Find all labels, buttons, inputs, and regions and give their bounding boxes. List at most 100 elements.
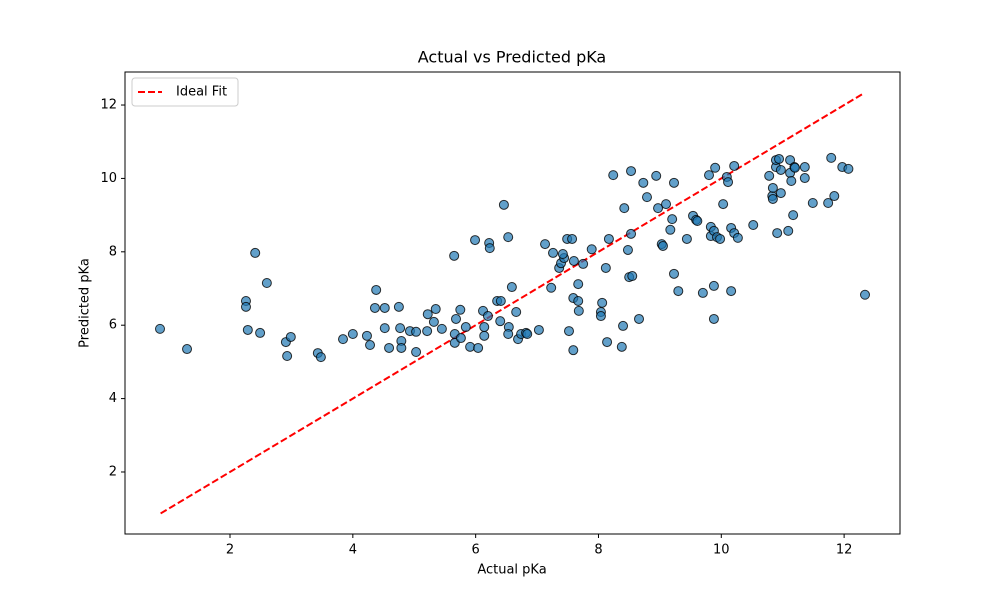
scatter-point: [371, 284, 382, 295]
scatter-point: [618, 320, 629, 331]
scatter-point: [788, 210, 799, 221]
scatter-point: [829, 191, 840, 202]
scatter-point: [859, 289, 870, 300]
scatter-point: [347, 329, 358, 340]
scatter-point: [667, 214, 678, 225]
scatter-point: [772, 228, 783, 239]
scatter-point: [479, 330, 490, 341]
scatter-point: [578, 258, 589, 269]
scatter-point: [826, 152, 837, 163]
scatter-point: [495, 316, 506, 327]
x-axis-label: Actual pKa: [477, 563, 546, 578]
scatter-point: [479, 322, 490, 333]
scatter-point: [653, 203, 664, 214]
scatter-point: [428, 316, 439, 327]
x-tick-label: 8: [594, 543, 602, 558]
scatter-point: [783, 225, 794, 236]
scatter-point: [436, 323, 447, 334]
scatter-point: [619, 203, 630, 214]
scatter-point: [669, 268, 680, 279]
scatter-point: [665, 224, 676, 235]
x-tick-label: 10: [713, 543, 730, 558]
x-tick-label: 4: [349, 543, 357, 558]
plot-frame: [124, 71, 901, 535]
y-tick-label: 8: [109, 244, 117, 259]
scatter-point: [563, 326, 574, 337]
scatter-point: [498, 199, 509, 210]
scatter-point: [365, 340, 376, 351]
scatter-point: [775, 164, 786, 175]
scatter-point: [411, 346, 422, 357]
scatter-point: [384, 342, 395, 353]
scatter-point: [568, 255, 579, 266]
scatter-point: [767, 182, 778, 193]
scatter-point: [807, 198, 818, 209]
scatter-point: [361, 330, 372, 341]
scatter-point: [338, 334, 349, 345]
scatter-point: [708, 280, 719, 291]
y-tick-label: 12: [100, 98, 117, 113]
scatter-point: [250, 247, 261, 258]
scatter-point: [460, 322, 471, 333]
scatter-point: [661, 199, 672, 210]
scatter-point: [748, 220, 759, 231]
scatter-point: [608, 170, 619, 181]
scatter-point: [451, 313, 462, 324]
scatter-point: [396, 342, 407, 353]
scatter-point: [261, 278, 272, 289]
scatter-point: [511, 306, 522, 317]
y-axis-label: Predicted pKa: [78, 258, 93, 348]
scatter-point: [626, 166, 637, 177]
scatter-point: [692, 215, 703, 226]
ideal-fit-line: [160, 92, 865, 515]
scatter-point: [506, 282, 517, 293]
scatter-point: [379, 323, 390, 334]
scatter-point: [775, 188, 786, 199]
scatter-point: [597, 297, 608, 308]
scatter-point: [430, 304, 441, 315]
scatter-point: [622, 244, 633, 255]
scatter-point: [638, 177, 649, 188]
scatter-point: [568, 345, 579, 356]
scatter-point: [823, 198, 834, 209]
scatter-point: [422, 326, 433, 337]
scatter-point: [395, 323, 406, 334]
scatter-point: [732, 232, 743, 243]
scatter-point: [710, 162, 721, 173]
scatter-point: [774, 153, 785, 164]
scatter-point: [786, 175, 797, 186]
scatter-point: [603, 233, 614, 244]
scatter-point: [669, 177, 680, 188]
scatter-point: [240, 301, 251, 312]
scatter-point: [718, 199, 729, 210]
scatter-point: [379, 302, 390, 313]
y-tick-label: 4: [109, 391, 117, 406]
scatter-point: [634, 313, 645, 324]
scatter-point: [586, 244, 597, 255]
scatter-point: [681, 233, 692, 244]
scatter-point: [657, 240, 668, 251]
scatter-point: [573, 305, 584, 316]
scatter-point: [573, 295, 584, 306]
scatter-point: [546, 282, 557, 293]
scatter-point: [484, 243, 495, 254]
scatter-point: [282, 351, 293, 362]
scatter-point: [641, 192, 652, 203]
scatter-point: [242, 324, 253, 335]
scatter-point: [540, 239, 551, 250]
scatter-point: [602, 337, 613, 348]
scatter-point: [673, 286, 684, 297]
scatter-point: [285, 331, 296, 342]
scatter-point: [557, 249, 568, 260]
scatter-point: [729, 160, 740, 171]
legend-label: Ideal Fit: [176, 85, 227, 100]
x-tick-label: 12: [836, 543, 853, 558]
scatter-point: [455, 304, 466, 315]
scatter-point: [470, 235, 481, 246]
scatter-point: [616, 341, 627, 352]
scatter-point: [799, 173, 810, 184]
scatter-point: [422, 309, 433, 320]
legend-box: [131, 77, 239, 107]
scatter-point: [567, 233, 578, 244]
